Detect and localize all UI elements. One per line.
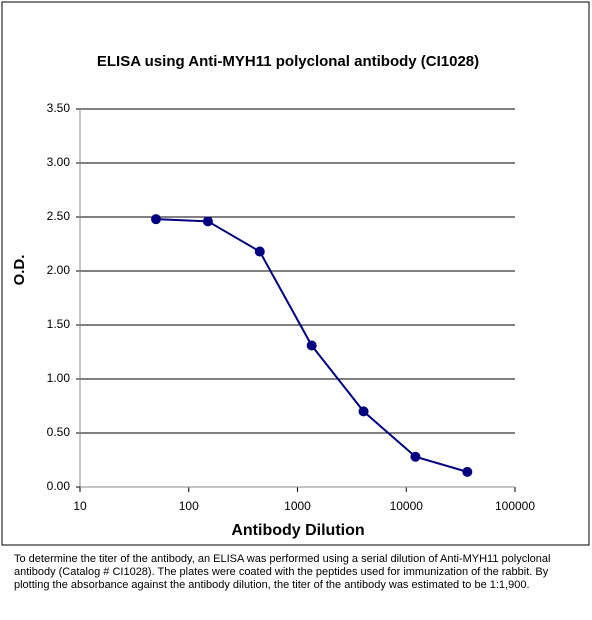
data-point [462, 466, 473, 477]
data-point [358, 406, 369, 417]
x-axis-label: Antibody Dilution [231, 522, 364, 539]
data-point [410, 451, 421, 462]
y-axis-label: O.D. [11, 255, 28, 286]
y-tick-label: 1.50 [47, 317, 71, 331]
x-tick-label: 10 [73, 499, 87, 513]
data-point [254, 246, 265, 257]
data-point [151, 214, 162, 225]
chart-title: ELISA using Anti-MYH11 polyclonal antibo… [97, 53, 479, 70]
y-tick-label: 3.50 [47, 101, 71, 115]
x-tick-label: 100000 [495, 499, 535, 513]
data-point [306, 340, 317, 351]
y-tick-label: 2.00 [47, 263, 71, 277]
y-tick-label: 2.50 [47, 209, 71, 223]
y-tick-label: 3.00 [47, 155, 71, 169]
y-tick-label: 1.00 [47, 371, 71, 385]
caption: To determine the titer of the antibody, … [14, 553, 551, 591]
x-tick-label: 100 [179, 499, 199, 513]
y-tick-label: 0.50 [47, 425, 71, 439]
x-tick-label: 1000 [284, 499, 311, 513]
data-point [202, 216, 213, 227]
x-tick-label: 10000 [390, 499, 424, 513]
chart-border [1, 1, 590, 546]
y-tick-label: 0.00 [47, 479, 71, 493]
chart: ELISA using Anti-MYH11 polyclonal antibo… [1, 1, 590, 546]
